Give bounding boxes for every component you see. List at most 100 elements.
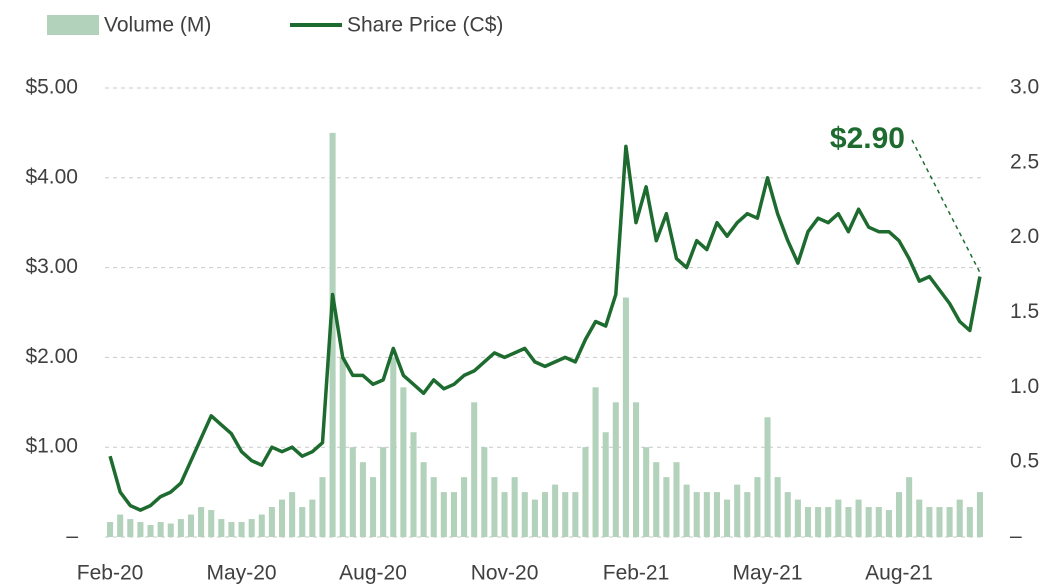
volume-bar	[521, 492, 528, 537]
volume-bar	[167, 523, 174, 537]
volume-bar	[117, 514, 124, 537]
y2-tick-label: 0.5	[1010, 450, 1039, 473]
volume-bar	[127, 519, 134, 537]
volume-bar	[926, 507, 933, 537]
legend-label: Volume (M)	[104, 14, 211, 37]
x-tick-label: May-21	[733, 562, 803, 585]
volume-bar	[238, 522, 245, 537]
volume-bar	[784, 492, 791, 537]
volume-bar	[774, 477, 781, 537]
y-tick-label: $1.00	[25, 435, 78, 458]
volume-bar	[309, 499, 316, 537]
volume-bar	[430, 477, 437, 537]
y2-tick-label: 3.0	[1010, 76, 1039, 99]
volume-bar	[572, 492, 579, 537]
x-tick-label: May-20	[207, 562, 277, 585]
y2-tick-label: 1.0	[1010, 375, 1039, 398]
x-tick-label: Aug-21	[865, 562, 933, 585]
volume-bar	[966, 507, 973, 537]
volume-bar	[511, 477, 518, 537]
volume-bar	[420, 462, 427, 537]
price-line	[108, 144, 982, 512]
volume-bar	[724, 499, 731, 537]
volume-bar	[804, 507, 812, 537]
x-tick-label: Aug-20	[339, 562, 407, 585]
y2-tick-label: 2.0	[1010, 225, 1039, 248]
volume-bar	[906, 477, 913, 537]
volume-bar	[359, 462, 366, 537]
volume-bar	[683, 484, 690, 537]
volume-bar	[835, 499, 842, 537]
volume-bar	[177, 519, 184, 537]
volume-bar	[157, 522, 164, 537]
x-tick-label: Feb-20	[77, 562, 144, 585]
volume-bar	[400, 387, 407, 537]
y2-tick-label: 2.5	[1010, 150, 1039, 173]
volume-bar	[764, 417, 771, 537]
y-tick-label: –	[66, 525, 78, 548]
y-tick-label: $5.00	[25, 76, 78, 99]
volume-bar	[875, 507, 882, 537]
volume-bar	[450, 492, 457, 537]
y2-tick-label: –	[1010, 525, 1022, 548]
volume-bar	[693, 492, 700, 537]
legend-swatch	[47, 15, 99, 35]
volume-bar	[268, 507, 275, 537]
volume-bar	[481, 447, 488, 537]
volume-bar	[228, 522, 235, 537]
volume-bar	[673, 462, 680, 537]
volume-bar	[380, 447, 387, 537]
value-label: $2.90	[830, 122, 905, 155]
annotation-leader	[911, 139, 981, 273]
volume-bar	[107, 522, 114, 537]
volume-bar	[541, 492, 549, 537]
volume-bar	[299, 507, 306, 537]
volume-bar	[147, 525, 154, 537]
volume-bar	[248, 519, 255, 537]
volume-bar	[956, 499, 963, 537]
volume-bar	[258, 514, 265, 537]
volume-bar	[187, 514, 195, 537]
volume-bar	[643, 447, 650, 537]
volume-bar	[916, 499, 923, 537]
volume-bar	[461, 477, 468, 537]
volume-bar	[663, 477, 670, 537]
volume-bar	[794, 499, 801, 537]
volume-bar	[552, 484, 559, 537]
volume-bar	[825, 507, 832, 537]
volume-bar	[491, 477, 498, 537]
volume-bar	[612, 402, 619, 537]
volume-bar	[319, 477, 326, 537]
volume-bar	[349, 447, 356, 537]
volume-bar	[410, 432, 417, 537]
volume-bar	[602, 432, 609, 537]
volume-bar	[218, 519, 225, 537]
legend-label: Share Price (C$)	[347, 14, 503, 37]
volume-bar	[885, 510, 892, 537]
volume-bar	[946, 507, 953, 537]
volume-bar	[895, 492, 903, 537]
volume-bar	[531, 499, 538, 537]
volume-bar	[562, 492, 569, 537]
volume-bar	[976, 492, 983, 537]
x-tick-label: Nov-20	[471, 562, 539, 585]
volume-bar	[936, 507, 943, 537]
volume-bar	[390, 357, 397, 537]
volume-bar	[137, 522, 144, 537]
volume-bar	[278, 499, 286, 537]
y-tick-label: $2.00	[25, 345, 78, 368]
volume-bar	[653, 462, 660, 537]
volume-bar	[440, 492, 447, 537]
volume-bar	[865, 507, 872, 537]
volume-bar	[703, 492, 710, 537]
volume-bar	[592, 387, 599, 537]
volume-bar	[734, 484, 741, 537]
volume-bar	[198, 507, 205, 537]
volume-bar	[208, 510, 215, 537]
volume-bar	[744, 492, 751, 537]
volume-bar	[339, 357, 346, 537]
volume-bar	[815, 507, 822, 537]
y-tick-label: $4.00	[25, 165, 78, 188]
volume-bar	[713, 492, 720, 537]
x-tick-label: Feb-21	[603, 562, 670, 585]
